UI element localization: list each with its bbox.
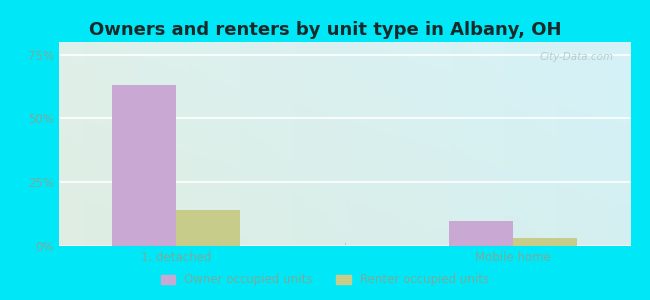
Bar bbox=[513, 238, 577, 246]
Text: Owners and renters by unit type in Albany, OH: Owners and renters by unit type in Alban… bbox=[89, 21, 561, 39]
Legend: Owner occupied units, Renter occupied units: Owner occupied units, Renter occupied un… bbox=[156, 269, 494, 291]
Bar bbox=[448, 220, 513, 246]
Bar bbox=[176, 210, 240, 246]
Text: City-Data.com: City-Data.com bbox=[540, 52, 614, 62]
Bar bbox=[112, 85, 176, 246]
